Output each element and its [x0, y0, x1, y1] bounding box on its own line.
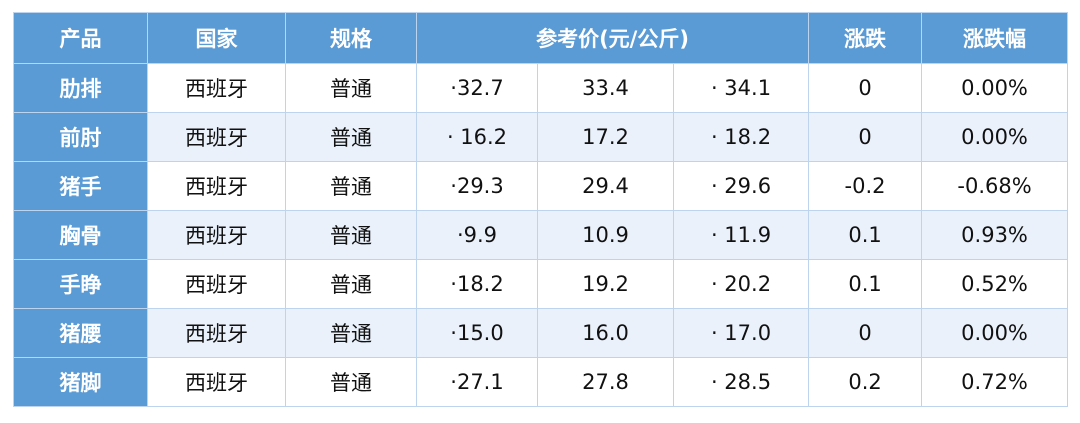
table-cell: 27.8 [537, 357, 674, 407]
table-cell: ·29.3 [416, 161, 538, 211]
table-body: 肋排 西班牙 普通 ·32.7 33.4 · 34.1 0 0.00% 前肘 西班牙 普通 · 16.… [13, 63, 1069, 407]
table-cell: 西班牙 [147, 63, 286, 113]
table-cell: · 20.2 [672, 259, 810, 309]
table-cell: 西班牙 [147, 161, 286, 211]
table-cell: -0.2 [808, 161, 923, 211]
header-cell: 涨跌幅 [921, 12, 1069, 64]
product-cell: 猪脚 [13, 357, 148, 407]
table-cell: 西班牙 [147, 210, 286, 260]
header-cell: 产品 [13, 12, 148, 64]
table-row: 猪脚 西班牙 普通 ·27.1 27.8 · 28.5 0.2 0.72% [13, 357, 1069, 407]
price-table: 产品 国家 规格 参考价(元/公斤) 涨跌 涨跌幅 肋排 西班牙 普通 ·32.7 33.4 · 3… [13, 12, 1069, 407]
header-row: 产品 国家 规格 参考价(元/公斤) 涨跌 涨跌幅 [13, 12, 1069, 64]
table-cell: · 28.5 [672, 357, 810, 407]
table-cell: 普通 [285, 161, 417, 211]
product-cell: 肋排 [13, 63, 148, 113]
table-cell: 0.93% [921, 210, 1069, 260]
table-cell: 0.1 [808, 210, 923, 260]
table-cell: 33.4 [537, 63, 674, 113]
product-cell: 猪腰 [13, 308, 148, 358]
table-row: 前肘 西班牙 普通 · 16.2 17.2 · 18.2 0 0.00% [13, 112, 1069, 162]
header-cell: 参考价(元/公斤) [415, 12, 810, 64]
table-cell: 0.2 [808, 357, 923, 407]
table-cell: 普通 [285, 112, 417, 162]
table-cell: 0.00% [921, 308, 1069, 358]
table-cell: ·32.7 [416, 63, 538, 113]
table-cell: 16.0 [537, 308, 674, 358]
header-cell: 涨跌 [808, 12, 923, 64]
table-cell: 0 [808, 112, 923, 162]
table-cell: 普通 [285, 357, 417, 407]
table-cell: · 17.0 [672, 308, 810, 358]
table-cell: 0 [808, 308, 923, 358]
table-cell: -0.68% [921, 161, 1069, 211]
table-cell: 西班牙 [147, 112, 286, 162]
table-row: 肋排 西班牙 普通 ·32.7 33.4 · 34.1 0 0.00% [13, 63, 1069, 113]
header-cell: 国家 [147, 12, 286, 64]
table-row: 手睁 西班牙 普通 ·18.2 19.2 · 20.2 0.1 0.52% [13, 259, 1069, 309]
table-cell: · 11.9 [672, 210, 810, 260]
table-row: 胸骨 西班牙 普通 ·9.9 10.9 · 11.9 0.1 0.93% [13, 210, 1069, 260]
table-cell: ·9.9 [416, 210, 538, 260]
table-cell: · 16.2 [416, 112, 538, 162]
header-cell: 规格 [285, 12, 417, 64]
table-cell: 普通 [285, 63, 417, 113]
table-cell: ·27.1 [416, 357, 538, 407]
table-cell: 0.00% [921, 112, 1069, 162]
table-cell: 西班牙 [147, 259, 286, 309]
table-cell: 普通 [285, 210, 417, 260]
table-cell: 19.2 [537, 259, 674, 309]
table-cell: · 29.6 [672, 161, 810, 211]
product-cell: 前肘 [13, 112, 148, 162]
table-cell: 0 [808, 63, 923, 113]
table-cell: 0.72% [921, 357, 1069, 407]
table-cell: 0.00% [921, 63, 1069, 113]
table-cell: · 18.2 [672, 112, 810, 162]
product-cell: 猪手 [13, 161, 148, 211]
table-cell: 普通 [285, 308, 417, 358]
table-cell: 17.2 [537, 112, 674, 162]
product-cell: 手睁 [13, 259, 148, 309]
table-cell: ·18.2 [416, 259, 538, 309]
table-cell: ·15.0 [416, 308, 538, 358]
product-cell: 胸骨 [13, 210, 148, 260]
table-cell: 西班牙 [147, 357, 286, 407]
table-cell: · 34.1 [672, 63, 810, 113]
table-cell: 10.9 [537, 210, 674, 260]
table-row: 猪手 西班牙 普通 ·29.3 29.4 · 29.6 -0.2 -0.68% [13, 161, 1069, 211]
table-cell: 普通 [285, 259, 417, 309]
table-cell: 29.4 [537, 161, 674, 211]
table-cell: 西班牙 [147, 308, 286, 358]
table-cell: 0.1 [808, 259, 923, 309]
table-row: 猪腰 西班牙 普通 ·15.0 16.0 · 17.0 0 0.00% [13, 308, 1069, 358]
table-cell: 0.52% [921, 259, 1069, 309]
